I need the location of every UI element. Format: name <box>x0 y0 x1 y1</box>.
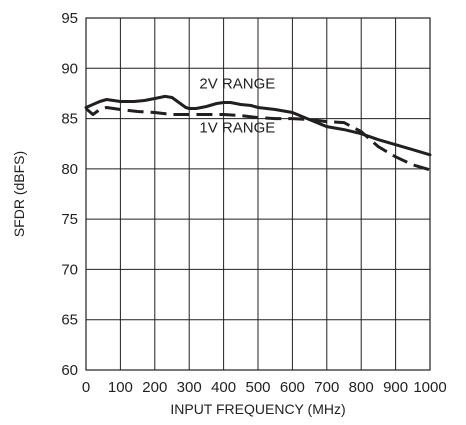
series-line-1v-range <box>85 106 431 172</box>
y-tick-label-80: 80 <box>61 161 78 178</box>
x-tick-label-600: 600 <box>280 379 305 396</box>
y-axis-label: SFDR (dBFS) <box>11 151 27 237</box>
y-tick-label-75: 75 <box>61 211 78 228</box>
annotation-label-2: 1V RANGE <box>199 120 275 137</box>
y-tick-label-90: 90 <box>61 60 78 77</box>
x-tick-label-900: 900 <box>383 379 408 396</box>
y-tick-labels: 60 65 70 75 80 85 90 95 <box>61 10 78 379</box>
x-tick-label-700: 700 <box>314 379 339 396</box>
x-tick-label-500: 500 <box>245 379 270 396</box>
y-tick-label-95: 95 <box>61 10 78 27</box>
annotations: 2V RANGE 1V RANGE <box>199 75 275 136</box>
x-axis-label: INPUT FREQUENCY (MHz) <box>170 401 345 417</box>
x-tick-label-800: 800 <box>349 379 374 396</box>
y-tick-label-65: 65 <box>61 312 78 329</box>
y-tick-label-70: 70 <box>61 261 78 278</box>
x-tick-label-400: 400 <box>211 379 236 396</box>
y-tick-label-85: 85 <box>61 111 78 128</box>
x-tick-labels: 0 100 200 300 400 500 600 700 800 900 1000 <box>82 379 447 396</box>
grid-lines <box>85 17 431 371</box>
y-tick-label-60: 60 <box>61 362 78 379</box>
x-tick-label-0: 0 <box>82 379 90 396</box>
x-tick-label-1000: 1000 <box>413 379 446 396</box>
annotation-label-1: 2V RANGE <box>199 75 275 92</box>
plot-frame <box>85 17 431 371</box>
series-lines <box>84 94 432 172</box>
x-tick-label-300: 300 <box>177 379 202 396</box>
series-line-2v-range <box>84 94 432 157</box>
x-tick-label-100: 100 <box>108 379 133 396</box>
x-tick-label-200: 200 <box>142 379 167 396</box>
